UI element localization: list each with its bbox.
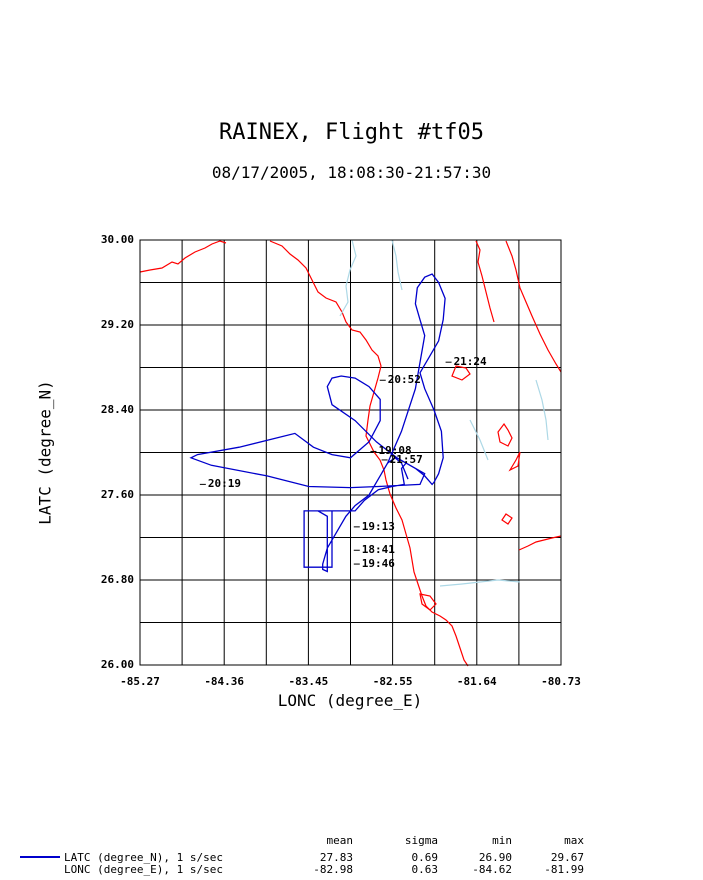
coastline (139, 239, 562, 667)
x-tick-label: -85.27 (120, 675, 160, 688)
stats-header-min: min (492, 834, 512, 847)
stats-max: 29.67 (550, 851, 584, 864)
time-label: 20:52 (387, 373, 421, 387)
coastline-segment (518, 535, 562, 551)
coastline-segment (475, 240, 495, 323)
y-tick-label: 30.00 (100, 233, 134, 246)
river-segment (391, 239, 403, 291)
stats-sigma: 0.69 (411, 851, 439, 864)
coastline-segment (419, 593, 437, 611)
stats-min: -84.62 (472, 863, 512, 876)
legend-line (20, 856, 60, 858)
river-segment (535, 379, 549, 441)
y-tick-label: 27.60 (100, 488, 134, 501)
river-segment (469, 419, 489, 461)
river-segment (439, 579, 521, 587)
coastline-segment (501, 513, 513, 525)
stats-row-name: LONC (degree_E), 1 s/sec (64, 863, 223, 876)
chart-title: RAINEX, Flight #tf05 (219, 120, 484, 145)
flight-track (189, 273, 452, 573)
stats-header-max: max (564, 834, 584, 847)
stats-header: mean sigma min max (0, 834, 703, 847)
y-axis-label: LATC (degree_N) (35, 380, 55, 525)
stats-row: LONC (degree_E), 1 s/sec -82.98 0.63 -84… (0, 863, 703, 876)
coastline-segment (505, 240, 562, 373)
y-tick-label: 28.40 (100, 403, 134, 416)
chart-subtitle: 08/17/2005, 18:08:30-21:57:30 (211, 163, 492, 182)
x-tick-label: -81.64 (456, 675, 497, 688)
grid (140, 240, 561, 665)
x-tick-label: -82.55 (372, 675, 413, 688)
time-label: 21:24 (453, 355, 487, 369)
time-label: 18:41 (361, 543, 395, 557)
stats-row: LATC (degree_N), 1 s/sec 27.83 0.69 26.9… (0, 851, 703, 864)
coastline-segment (451, 365, 471, 381)
stats-min: 26.90 (478, 851, 512, 864)
time-label: 21:57 (389, 452, 423, 466)
coastline-segment (139, 240, 227, 273)
x-tick-label: -80.73 (541, 675, 581, 688)
flight-track-line (189, 273, 446, 573)
y-tick-label: 26.00 (100, 658, 134, 671)
x-tick-label: -83.45 (288, 675, 329, 688)
time-label: 19:13 (361, 519, 395, 533)
river-segment (339, 239, 357, 317)
y-tick-label: 26.80 (100, 573, 134, 586)
x-tick-label: -84.36 (204, 675, 245, 688)
coastline-segment (508, 451, 521, 472)
y-tick-label: 29.20 (100, 318, 134, 331)
x-axis-label: LONC (degree_E) (277, 691, 423, 710)
stats-max: -81.99 (544, 863, 584, 876)
stats-sigma: 0.63 (411, 863, 439, 876)
time-label: 19:08 (378, 444, 412, 458)
stats-row-name: LATC (degree_N), 1 s/sec (64, 851, 223, 864)
stats-header-sigma: sigma (404, 834, 438, 847)
time-label: 20:19 (207, 477, 241, 491)
coastline-segment (269, 240, 469, 667)
stats-header-mean: mean (326, 834, 354, 847)
plot-frame (139, 239, 562, 666)
stats-mean: 27.83 (319, 851, 353, 864)
time-label: 19:46 (361, 557, 395, 571)
coastline-segment (497, 422, 513, 447)
stats-mean: -82.98 (313, 863, 353, 876)
